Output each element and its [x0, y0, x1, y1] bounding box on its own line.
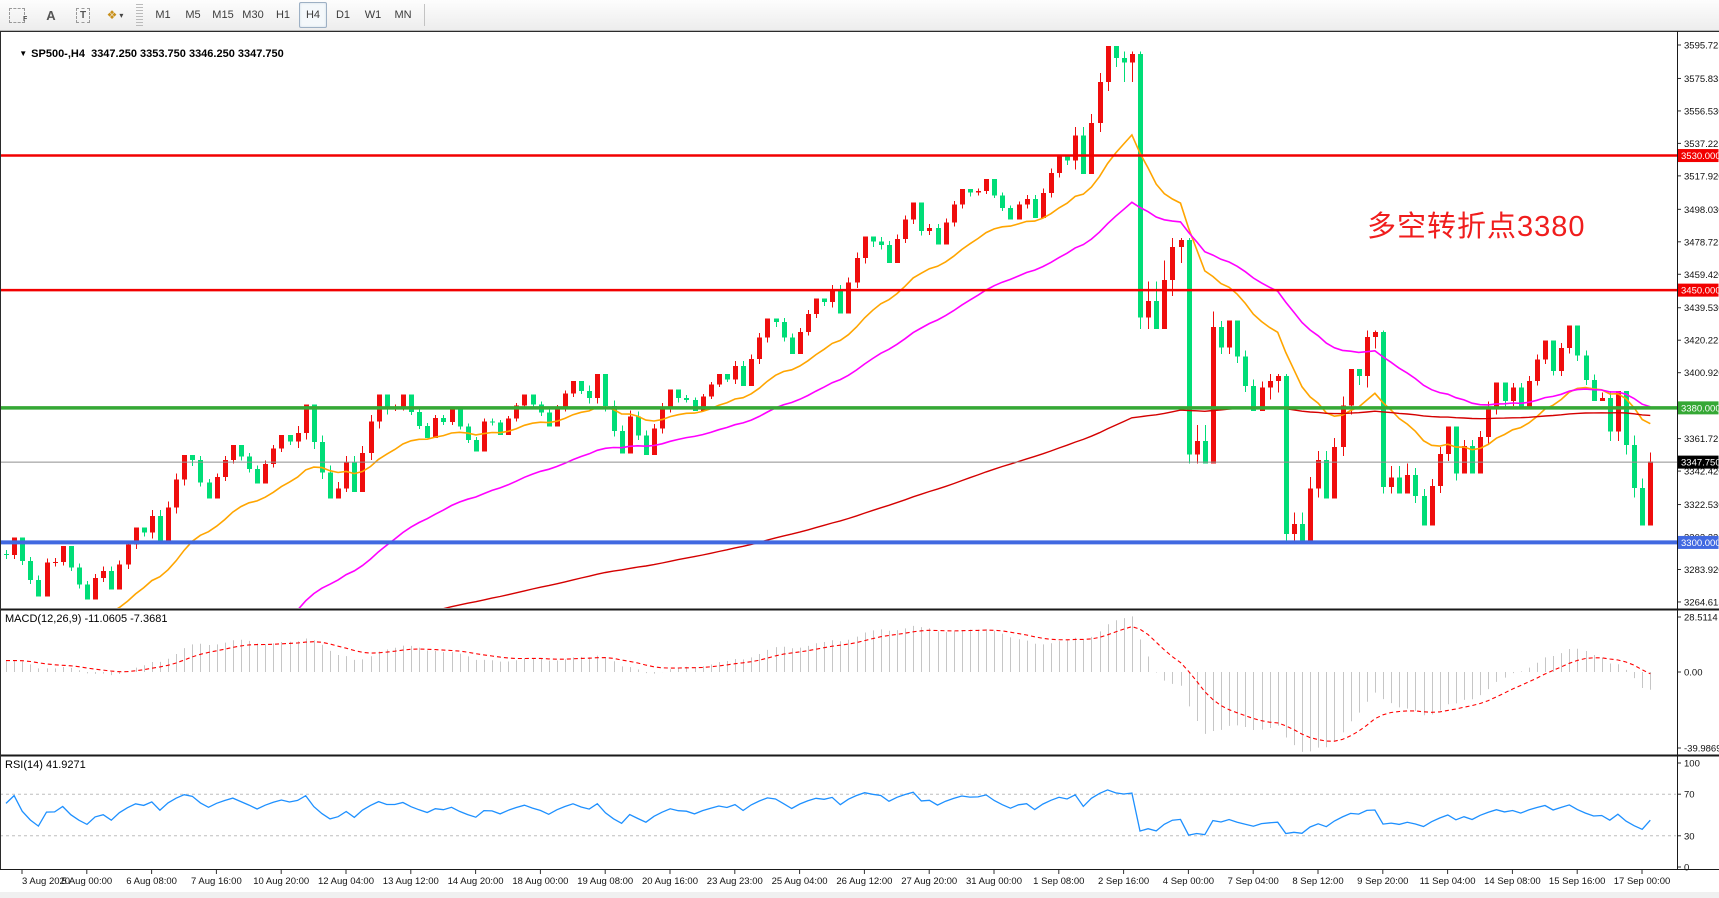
arrow-objects-tool-icon[interactable]: ❖ ▾: [106, 8, 124, 22]
svg-text:23 Aug 23:00: 23 Aug 23:00: [707, 876, 763, 887]
svg-text:7 Sep 04:00: 7 Sep 04:00: [1228, 876, 1279, 887]
svg-text:11 Sep 04:00: 11 Sep 04:00: [1420, 876, 1476, 887]
svg-text:31 Aug 00:00: 31 Aug 00:00: [966, 876, 1022, 887]
svg-text:4 Sep 00:00: 4 Sep 00:00: [1163, 876, 1214, 887]
svg-text:13 Aug 12:00: 13 Aug 12:00: [383, 876, 439, 887]
symbol-ohlc-text: SP500-,H4 3347.250 3353.750 3346.250 334…: [31, 48, 284, 60]
toolbar-separator: [424, 4, 425, 26]
timeframe-button-m5[interactable]: M5: [185, 9, 201, 21]
timeframe-button-m15[interactable]: M15: [212, 9, 234, 21]
timeframe-button-h1[interactable]: H1: [275, 9, 291, 21]
svg-text:7 Aug 16:00: 7 Aug 16:00: [191, 876, 242, 887]
timeframe-button-w1[interactable]: W1: [364, 9, 382, 21]
svg-text:14 Sep 08:00: 14 Sep 08:00: [1484, 876, 1541, 887]
timeframe-button-mn[interactable]: MN: [394, 9, 412, 21]
svg-text:3380.000: 3380.000: [1681, 403, 1719, 414]
horizontal-lines-layer[interactable]: [0, 154, 1677, 545]
svg-text:3322.530: 3322.530: [1684, 500, 1719, 511]
svg-text:20 Aug 16:00: 20 Aug 16:00: [642, 876, 698, 887]
macd-indicator-label: MACD(12,26,9) -11.0605 -7.3681: [5, 613, 168, 625]
macd-layer: [5, 616, 1651, 752]
ma-slow-line: [443, 406, 1651, 608]
timeframe-button-h4[interactable]: H4: [299, 2, 327, 28]
svg-text:3400.920: 3400.920: [1684, 368, 1719, 379]
svg-text:10 Aug 20:00: 10 Aug 20:00: [253, 876, 309, 887]
svg-text:3300.000: 3300.000: [1681, 538, 1719, 549]
svg-text:27 Aug 20:00: 27 Aug 20:00: [901, 876, 957, 887]
timeframe-button-m1[interactable]: M1: [155, 9, 171, 21]
svg-text:17 Sep 00:00: 17 Sep 00:00: [1614, 876, 1671, 887]
svg-text:15 Sep 16:00: 15 Sep 16:00: [1549, 876, 1606, 887]
ma-mid-line: [298, 201, 1651, 608]
svg-text:28.5114: 28.5114: [1684, 613, 1718, 624]
svg-text:19 Aug 08:00: 19 Aug 08:00: [577, 876, 633, 887]
f-tool-icon[interactable]: F: [4, 2, 34, 28]
svg-text:12 Aug 04:00: 12 Aug 04:00: [318, 876, 374, 887]
svg-text:3575.835: 3575.835: [1684, 74, 1719, 85]
svg-text:3450.000: 3450.000: [1681, 286, 1719, 297]
text-label-tool-icon[interactable]: A: [46, 7, 56, 23]
svg-text:3556.530: 3556.530: [1684, 106, 1719, 117]
panel-borders: [0, 31, 1719, 898]
moving-averages-layer: [116, 133, 1651, 608]
svg-text:3361.725: 3361.725: [1684, 434, 1719, 445]
svg-text:3264.615: 3264.615: [1684, 597, 1719, 608]
chart-text-annotation: 多空转折点3380: [1367, 211, 1586, 243]
rsi-line: [5, 789, 1651, 836]
svg-text:3498.030: 3498.030: [1684, 205, 1719, 216]
text-tool-icon[interactable]: T: [68, 2, 98, 28]
svg-text:3283.920: 3283.920: [1684, 565, 1719, 576]
toolbar-grip[interactable]: [136, 4, 143, 26]
svg-text:3537.225: 3537.225: [1684, 139, 1719, 150]
svg-text:3 Aug 2020: 3 Aug 2020: [22, 876, 70, 887]
svg-text:1 Sep 08:00: 1 Sep 08:00: [1033, 876, 1084, 887]
svg-text:3420.225: 3420.225: [1684, 336, 1719, 347]
svg-text:14 Aug 20:00: 14 Aug 20:00: [448, 876, 504, 887]
svg-text:0.00: 0.00: [1684, 668, 1703, 679]
svg-text:-39.9869: -39.9869: [1684, 744, 1719, 755]
symbol-ohlc-line: ▼ SP500-,H4 3347.250 3353.750 3346.250 33…: [7, 36, 284, 72]
svg-text:8 Sep 12:00: 8 Sep 12:00: [1292, 876, 1343, 887]
rsi-layer: [0, 789, 1676, 837]
timeframe-button-m30[interactable]: M30: [242, 9, 264, 21]
svg-text:3595.725: 3595.725: [1684, 41, 1719, 52]
svg-text:6 Aug 08:00: 6 Aug 08:00: [126, 876, 177, 887]
svg-text:5 Aug 00:00: 5 Aug 00:00: [61, 876, 112, 887]
svg-text:3459.420: 3459.420: [1684, 270, 1719, 281]
svg-text:3478.725: 3478.725: [1684, 237, 1719, 248]
ma-fast-line: [116, 133, 1651, 608]
chart-dropdown-icon[interactable]: ▼: [19, 49, 28, 58]
macd-signal-line: [5, 626, 1651, 742]
svg-text:3517.920: 3517.920: [1684, 171, 1719, 182]
timeframe-button-d1[interactable]: D1: [335, 9, 351, 21]
toolbar: F A T ❖ ▾ M1 M5 M15 M30 H1 H4 D1 W1 MN: [0, 0, 1719, 31]
price-scale[interactable]: 3595.725 3575.835 3556.530 3537.225 3517.920…: [1677, 41, 1719, 874]
svg-text:2 Sep 16:00: 2 Sep 16:00: [1098, 876, 1149, 887]
svg-text:70: 70: [1684, 790, 1695, 801]
svg-text:0: 0: [1684, 863, 1689, 874]
svg-text:18 Aug 00:00: 18 Aug 00:00: [512, 876, 568, 887]
dropdown-caret-icon: ▾: [119, 10, 124, 20]
svg-text:9 Sep 20:00: 9 Sep 20:00: [1357, 876, 1408, 887]
svg-text:25 Aug 04:00: 25 Aug 04:00: [772, 876, 828, 887]
svg-text:3342.420: 3342.420: [1684, 467, 1719, 478]
svg-text:3530.000: 3530.000: [1681, 151, 1719, 162]
svg-text:100: 100: [1684, 759, 1700, 770]
svg-text:26 Aug 12:00: 26 Aug 12:00: [836, 876, 892, 887]
svg-text:30: 30: [1684, 831, 1695, 842]
svg-text:3347.750: 3347.750: [1681, 458, 1719, 469]
svg-text:3439.530: 3439.530: [1684, 303, 1719, 314]
rsi-indicator-label: RSI(14) 41.9271: [5, 759, 86, 771]
